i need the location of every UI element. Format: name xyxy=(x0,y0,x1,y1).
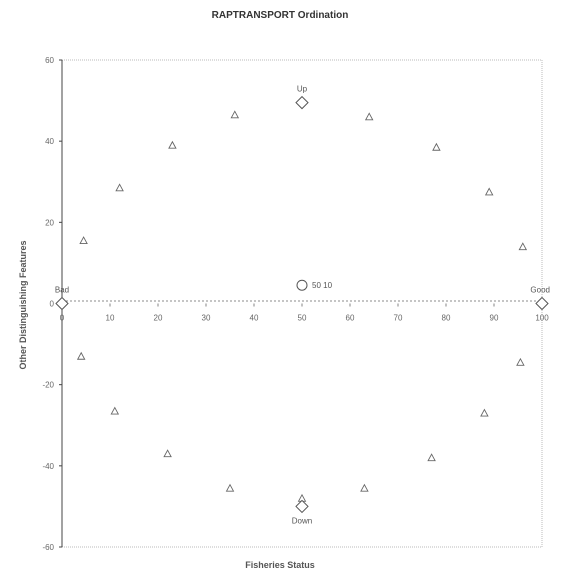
data-points: Up Down Bad Good 50 10 xyxy=(55,85,550,526)
triangle-point xyxy=(225,483,235,492)
triangle-point xyxy=(168,140,177,149)
triangle-point xyxy=(516,357,525,366)
y-axis-label: Other Distinguishing Features xyxy=(18,240,28,369)
diamond-point xyxy=(295,95,309,110)
triangle-point xyxy=(427,453,436,462)
triangle-point xyxy=(360,483,369,492)
x-tick-label: 20 xyxy=(154,314,163,323)
x-axis-label: Fisheries Status xyxy=(245,560,315,570)
y-tick-label: 60 xyxy=(45,56,54,65)
triangle-point xyxy=(484,187,494,196)
triangle-point xyxy=(480,408,489,417)
x-tick-label: 30 xyxy=(202,314,211,323)
point-label: Down xyxy=(292,516,312,525)
circle-point xyxy=(296,279,308,291)
triangle-point xyxy=(115,183,124,192)
chart-title: RAPTRANSPORT Ordination xyxy=(212,10,349,21)
triangle-point xyxy=(230,110,240,119)
triangle-point xyxy=(518,242,528,251)
x-tick-label: 40 xyxy=(250,314,259,323)
triangle-point xyxy=(76,351,86,360)
x-tick-label: 10 xyxy=(106,314,115,323)
x-tick-label: 80 xyxy=(442,314,451,323)
diamond-point xyxy=(295,499,309,514)
x-axis-ticks: 0 10 20 30 40 50 60 70 80 90 100 xyxy=(60,303,549,323)
y-tick-label: 20 xyxy=(45,218,54,227)
point-label: 50 10 xyxy=(312,281,333,290)
triangle-point xyxy=(79,236,88,245)
y-axis-ticks: 60 40 20 0 -20 -40 -60 xyxy=(42,56,62,552)
x-tick-label: 90 xyxy=(490,314,499,323)
y-tick-label: -20 xyxy=(42,381,54,390)
point-label: Good xyxy=(530,286,550,295)
triangle-point xyxy=(364,112,374,121)
triangle-point xyxy=(163,449,172,458)
y-tick-label: -40 xyxy=(42,462,54,471)
x-tick-label: 70 xyxy=(394,314,403,323)
point-label: Bad xyxy=(55,286,69,295)
x-tick-label: 0 xyxy=(60,314,65,323)
point-label: Up xyxy=(297,85,308,94)
x-tick-label: 60 xyxy=(346,314,355,323)
y-tick-label: 0 xyxy=(50,300,55,309)
diamond-point xyxy=(535,296,549,311)
triangle-point xyxy=(110,406,120,415)
diamond-point xyxy=(55,296,69,311)
y-tick-label: -60 xyxy=(42,543,54,552)
x-tick-label: 100 xyxy=(535,314,549,323)
triangle-point xyxy=(432,142,441,151)
x-tick-label: 50 xyxy=(298,314,307,323)
y-tick-label: 40 xyxy=(45,137,54,146)
